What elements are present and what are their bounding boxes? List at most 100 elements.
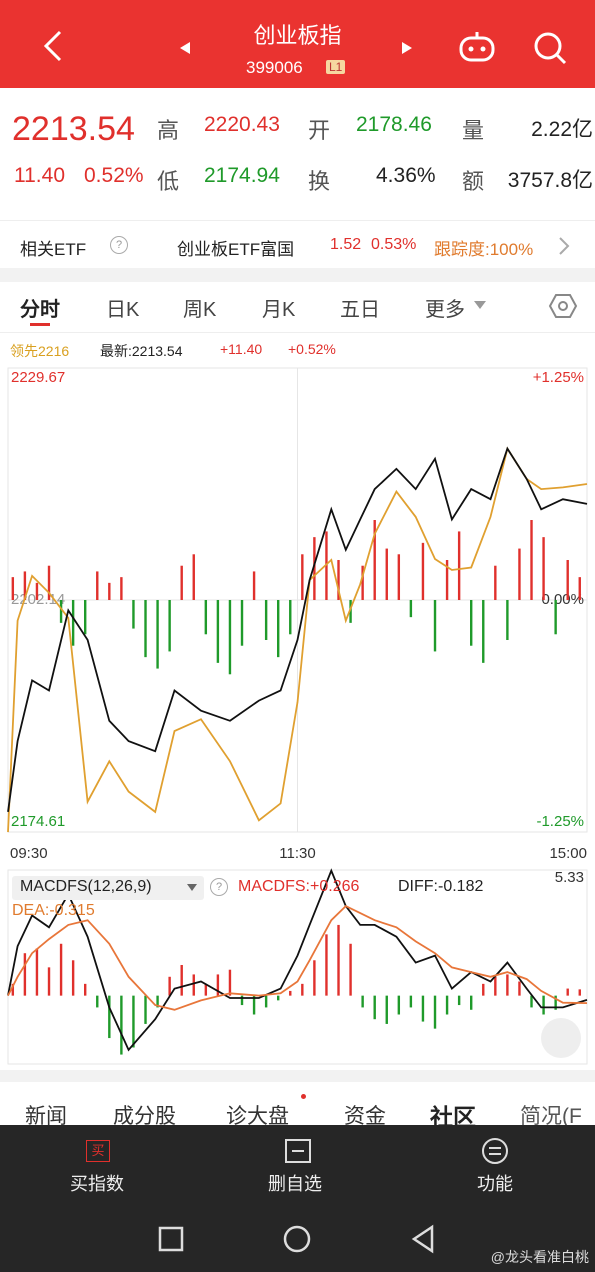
- plot-frame: [7, 869, 588, 1065]
- y-tick-label: 2229.67: [11, 369, 65, 386]
- search-icon[interactable]: [532, 30, 568, 66]
- action-label[interactable]: 买指数: [70, 1174, 124, 1194]
- bar: [301, 983, 304, 996]
- bar: [530, 995, 533, 1008]
- bar: [23, 571, 27, 600]
- field-label: 开: [308, 118, 331, 143]
- bar: [289, 600, 292, 635]
- change-pct: 0.52%: [84, 164, 144, 187]
- bar: [482, 983, 485, 996]
- bar: [361, 995, 364, 1008]
- bar: [578, 989, 581, 996]
- bar: [518, 981, 521, 996]
- legend-lead: 领先2216: [10, 343, 70, 359]
- bar: [445, 995, 449, 1015]
- bar: [240, 995, 244, 1006]
- bar: [554, 600, 557, 635]
- remove-icon[interactable]: [284, 1138, 312, 1164]
- bar: [421, 542, 425, 600]
- field-label: 换: [308, 169, 331, 194]
- bar: [578, 577, 581, 600]
- bar: [530, 520, 533, 600]
- chevron[interactable]: [558, 236, 570, 256]
- action-label[interactable]: 功能: [477, 1174, 513, 1194]
- bar: [228, 969, 232, 996]
- bar: [11, 983, 15, 996]
- indicator-selector[interactable]: [12, 876, 204, 900]
- bottom-bar: [0, 1125, 595, 1272]
- buy-icon[interactable]: 买: [86, 1140, 110, 1162]
- bar: [59, 600, 63, 623]
- bar: [96, 571, 99, 600]
- field-value: 2.22亿: [531, 118, 593, 141]
- bottom-tab[interactable]: 资金: [344, 1105, 386, 1128]
- tab[interactable]: 五日: [340, 299, 380, 321]
- field-value: 3757.8亿: [507, 169, 593, 192]
- etf-name[interactable]: 创业板ETF富国: [177, 240, 295, 259]
- action-label[interactable]: 删自选: [268, 1174, 322, 1194]
- bottom-tab[interactable]: 成分股: [113, 1105, 176, 1128]
- bar: [240, 600, 244, 646]
- bar: [457, 995, 461, 1006]
- legend-pct: +0.52%: [288, 341, 336, 357]
- field-label: 量: [462, 118, 485, 143]
- gap: [0, 268, 595, 282]
- bar: [482, 600, 485, 663]
- bar: [35, 582, 39, 600]
- change: 11.40: [14, 164, 65, 187]
- bar: [373, 995, 376, 1020]
- bar: [192, 554, 195, 600]
- macd-title[interactable]: MACDFS(12,26,9): [20, 878, 152, 895]
- header-bar: 创业板指 399006 L1: [0, 0, 595, 88]
- bar: [96, 995, 99, 1008]
- nav-bar: [158, 1224, 434, 1254]
- bar: [180, 565, 183, 600]
- bar: [216, 974, 220, 996]
- dropdown: [474, 301, 486, 309]
- bottom-tab[interactable]: 简况(F: [520, 1105, 582, 1128]
- bar: [47, 967, 51, 996]
- field-value: 2220.43: [204, 113, 280, 136]
- settings-icon[interactable]: [548, 292, 578, 320]
- bar: [385, 548, 388, 600]
- bar: [433, 600, 437, 652]
- bar: [144, 995, 147, 1024]
- etf-label: 相关ETF: [20, 240, 87, 259]
- next-arrow[interactable]: [400, 40, 414, 56]
- bar: [385, 995, 388, 1024]
- prev-arrow[interactable]: [178, 40, 192, 56]
- bar: [144, 600, 147, 658]
- bar: [252, 995, 256, 1015]
- bar: [361, 565, 364, 600]
- tab[interactable]: 分时: [20, 299, 60, 321]
- field-label: 额: [462, 169, 485, 194]
- help-icon[interactable]: ?: [110, 236, 128, 254]
- bar: [192, 974, 195, 996]
- bottom-tab[interactable]: 新闻: [25, 1105, 67, 1128]
- bar: [421, 995, 425, 1022]
- expand-button[interactable]: [541, 1018, 581, 1058]
- tab[interactable]: 周K: [183, 299, 217, 321]
- bar: [277, 995, 280, 1001]
- bottom-tab[interactable]: 诊大盘: [226, 1105, 289, 1128]
- tab[interactable]: 日K: [106, 299, 140, 321]
- line: [7, 868, 588, 1052]
- field-value: 4.36%: [376, 164, 436, 187]
- price: 2213.54: [12, 110, 135, 148]
- back-button[interactable]: [40, 28, 66, 64]
- etf-price: 1.52: [330, 236, 362, 253]
- menu-icon[interactable]: [481, 1137, 509, 1165]
- bar: [373, 520, 376, 600]
- field-label: 低: [157, 169, 180, 194]
- field-value: 2178.46: [356, 113, 432, 136]
- bar: [518, 548, 521, 600]
- help-icon[interactable]: ?: [210, 878, 228, 896]
- bar: [204, 983, 208, 996]
- tab[interactable]: 月K: [262, 299, 296, 321]
- bar: [566, 988, 569, 996]
- robot-icon[interactable]: [458, 30, 496, 64]
- bar: [132, 600, 135, 629]
- bar: [566, 560, 569, 600]
- tab[interactable]: 更多: [425, 299, 465, 321]
- x-tick-label: 15:00: [549, 845, 587, 862]
